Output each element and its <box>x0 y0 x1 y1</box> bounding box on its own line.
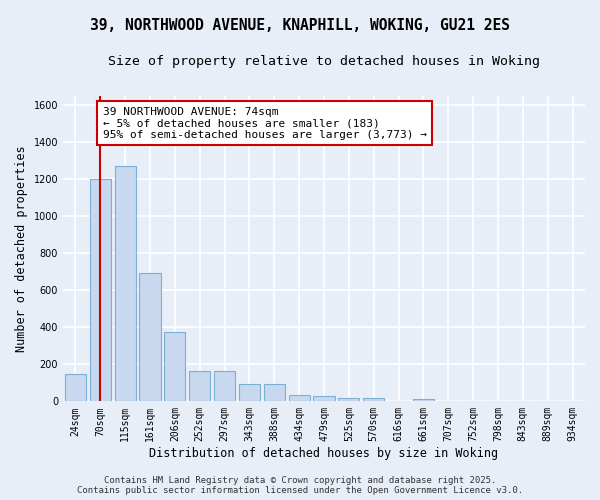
Bar <box>313 396 335 402</box>
X-axis label: Distribution of detached houses by size in Woking: Distribution of detached houses by size … <box>149 447 499 460</box>
Bar <box>90 179 111 402</box>
Bar <box>264 384 285 402</box>
Text: 39 NORTHWOOD AVENUE: 74sqm
← 5% of detached houses are smaller (183)
95% of semi: 39 NORTHWOOD AVENUE: 74sqm ← 5% of detac… <box>103 106 427 140</box>
Bar <box>65 374 86 402</box>
Title: Size of property relative to detached houses in Woking: Size of property relative to detached ho… <box>108 55 540 68</box>
Y-axis label: Number of detached properties: Number of detached properties <box>15 145 28 352</box>
Bar <box>115 166 136 402</box>
Bar <box>239 384 260 402</box>
Text: Contains HM Land Registry data © Crown copyright and database right 2025.
Contai: Contains HM Land Registry data © Crown c… <box>77 476 523 495</box>
Bar <box>189 371 211 402</box>
Bar <box>289 395 310 402</box>
Bar <box>338 398 359 402</box>
Bar <box>363 398 384 402</box>
Bar <box>139 274 161 402</box>
Bar <box>164 332 185 402</box>
Bar <box>413 398 434 402</box>
Bar <box>214 371 235 402</box>
Text: 39, NORTHWOOD AVENUE, KNAPHILL, WOKING, GU21 2ES: 39, NORTHWOOD AVENUE, KNAPHILL, WOKING, … <box>90 18 510 32</box>
